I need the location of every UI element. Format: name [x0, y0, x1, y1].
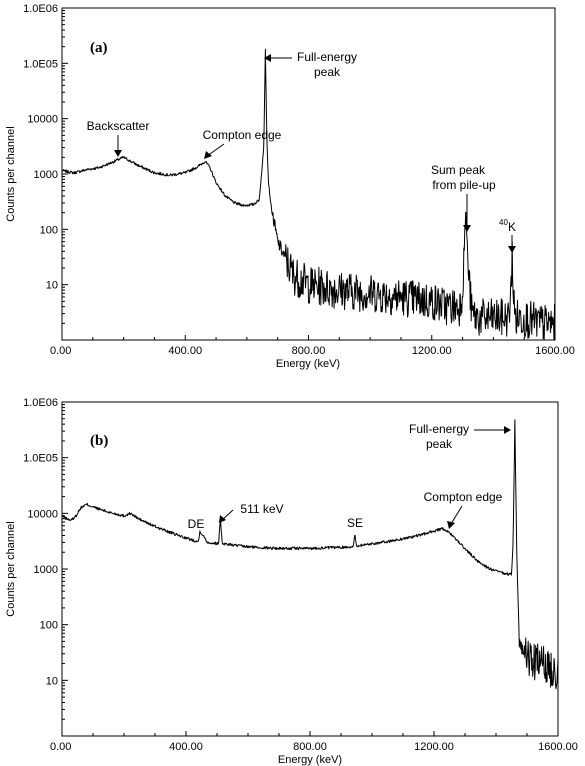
annotation-k40-symbol: K — [508, 220, 516, 234]
panel-b-ylabel: Counts per channel — [5, 521, 17, 616]
panel-a-ticks — [61, 10, 556, 341]
compton-edge-b-arrowhead — [447, 521, 455, 529]
annotation-full-energy-b-line2: peak — [426, 437, 453, 451]
y-tick-label: 100 — [40, 620, 58, 632]
annotation-sum-peak-line1: Sum peak — [431, 163, 486, 177]
panel-b: 0.00 400.00 800.00 1200.00 1600.00 10 100 1000 1… — [5, 397, 578, 766]
annotation-sum-peak-line2: from pile-up — [432, 178, 496, 192]
x-tick-label: 1200.00 — [412, 345, 452, 357]
x-tick-label: 800.00 — [292, 345, 326, 357]
x-tick-label: 0.00 — [50, 345, 71, 357]
panel-b-frame — [61, 401, 559, 737]
full-energy-b-arrowhead — [504, 426, 511, 434]
panel-a-tick-labels: 0.00 400.00 800.00 1200.00 1600.00 10 100 1000 1… — [23, 3, 575, 357]
panel-b-xlabel: Energy (keV) — [278, 754, 342, 766]
panel-a-label: (a) — [90, 40, 108, 56]
y-tick-label: 1.0E06 — [23, 3, 58, 15]
y-tick-label: 100 — [40, 224, 58, 236]
x-tick-label: 1600.00 — [535, 345, 575, 357]
x-tick-label: 1200.00 — [414, 741, 454, 753]
annotation-compton-edge-a: Compton edge — [203, 128, 282, 142]
annotation-k40-superscript: 40 — [499, 218, 508, 227]
annotation-se: SE — [347, 516, 363, 530]
panel-b-label: (b) — [90, 433, 108, 449]
y-tick-label: 1000 — [34, 564, 58, 576]
compton-edge-a-arrowhead — [204, 151, 212, 159]
backscatter-arrowhead — [114, 150, 122, 157]
annotation-full-energy-b-line1: Full-energy — [409, 422, 469, 436]
511-kev-arrowhead — [219, 515, 226, 523]
panel-b-tick-labels: 0.00 400.00 800.00 1200.00 1600.00 10 100 1000 1… — [23, 397, 578, 753]
sum-peak-arrowhead — [463, 225, 471, 232]
x-tick-label: 400.00 — [169, 741, 203, 753]
k40-arrowhead — [508, 246, 516, 253]
y-tick-label: 1.0E06 — [23, 397, 58, 409]
panel-b-spectrum-line — [61, 419, 559, 690]
y-tick-label: 10 — [46, 280, 58, 292]
y-tick-label: 10 — [46, 675, 58, 687]
compton-edge-a-arrow — [206, 143, 225, 157]
x-tick-label: 400.00 — [168, 345, 202, 357]
y-tick-label: 1000 — [34, 169, 58, 181]
x-tick-label: 800.00 — [293, 741, 327, 753]
panel-a-ylabel: Counts per channel — [5, 126, 17, 221]
y-tick-label: 10000 — [27, 114, 58, 126]
panel-a-xlabel: Energy (keV) — [276, 358, 340, 370]
compton-edge-b-arrow — [450, 505, 463, 525]
annotation-full-energy-a-line1: Full-energy — [297, 50, 357, 64]
annotation-de: DE — [188, 517, 205, 531]
y-tick-label: 1.0E05 — [23, 58, 58, 70]
annotation-backscatter: Backscatter — [87, 119, 150, 133]
panel-b-ticks — [61, 404, 559, 737]
annotation-compton-edge-b: Compton edge — [424, 490, 503, 504]
y-tick-label: 10000 — [27, 508, 58, 520]
panel-a-spectrum-line — [61, 48, 556, 341]
x-tick-label: 0.00 — [50, 741, 71, 753]
annotation-511-kev: 511 keV — [240, 502, 283, 516]
y-tick-label: 1.0E05 — [23, 453, 58, 465]
x-tick-label: 1600.00 — [538, 741, 578, 753]
full-energy-a-arrowhead — [264, 54, 271, 62]
panel-a: 0.00 400.00 800.00 1200.00 1600.00 10 100 1000 1… — [5, 3, 575, 370]
annotation-full-energy-a-line2: peak — [314, 65, 341, 79]
